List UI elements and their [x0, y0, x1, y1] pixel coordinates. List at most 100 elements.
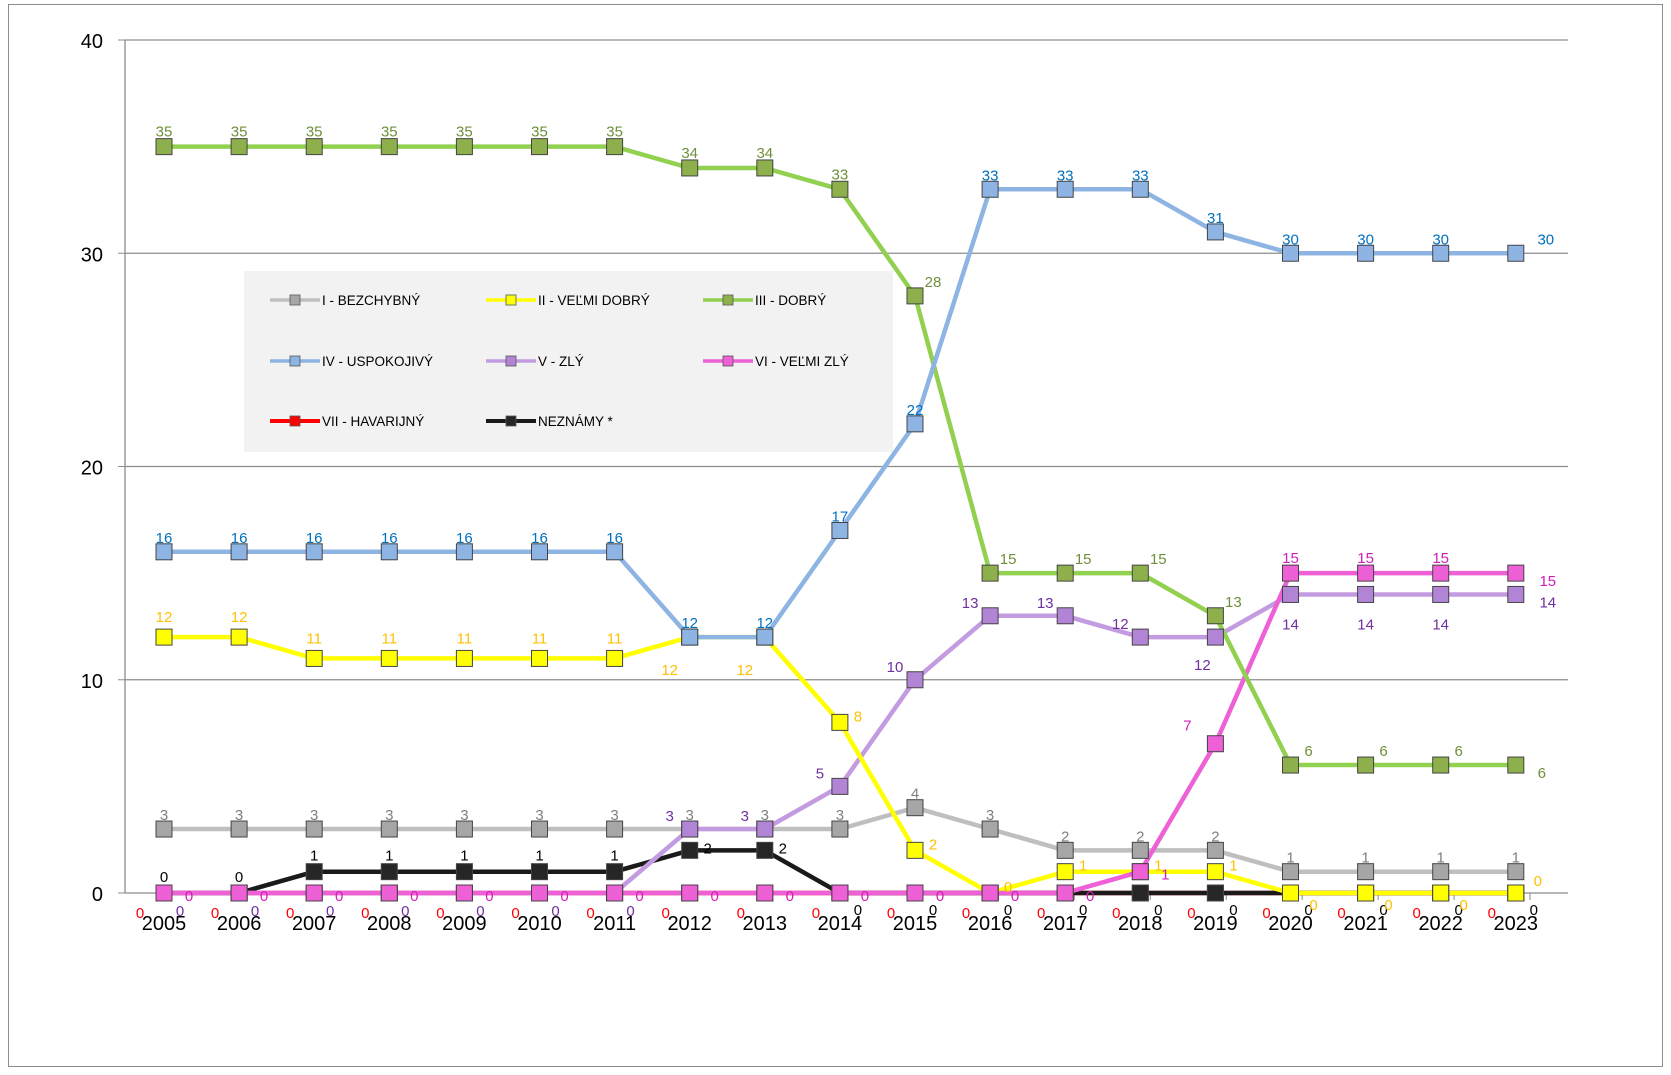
data-point — [155, 884, 173, 902]
data-label: 2 — [779, 840, 787, 857]
data-point — [1282, 244, 1299, 262]
data-label: 12 — [756, 615, 773, 632]
data-point — [380, 820, 398, 838]
data-point — [1357, 585, 1375, 603]
data-label: 12 — [736, 662, 753, 679]
data-label: 0 — [401, 903, 409, 920]
data-label: 31 — [1207, 210, 1224, 227]
data-label: 22 — [907, 402, 924, 419]
data-point — [1507, 863, 1525, 881]
data-point — [606, 820, 624, 838]
x-tick-label: 2020 — [1268, 913, 1313, 935]
data-point — [230, 884, 248, 902]
data-point — [155, 628, 173, 646]
data-label: 30 — [1357, 231, 1374, 248]
data-labels: 0 0 0 0 0 0 0 0 0 0 0 0 0 0 0 0 0 0 00 01 1 1 1 1 2 20 0 0 0 0 0 0 0 0 03 3… — [136, 124, 1556, 922]
x-tick-label: 2017 — [1043, 913, 1088, 935]
data-label: 2 — [929, 836, 937, 853]
data-point — [606, 649, 624, 667]
data-label: 35 — [306, 124, 323, 141]
data-label: 0 — [176, 903, 184, 920]
data-point — [681, 820, 699, 838]
data-point — [831, 820, 849, 838]
legend: I - BEZCHYBNÝ II - VEĽMI DOBRÝ III - DOBRÝ… — [244, 271, 893, 452]
data-label: 14 — [1357, 616, 1374, 633]
series-lines — [155, 138, 1525, 902]
data-label: 3 — [761, 807, 769, 824]
data-label: 14 — [1539, 594, 1556, 611]
data-point — [756, 628, 774, 646]
data-point — [230, 820, 248, 838]
data-label: 0 — [1262, 905, 1270, 922]
data-label: 15 — [1000, 551, 1017, 568]
data-label: 11 — [532, 630, 548, 647]
data-label: 0 — [1530, 902, 1538, 919]
data-label: 35 — [231, 124, 248, 141]
data-label: 5 — [816, 765, 824, 782]
data-label: 2 — [1136, 828, 1144, 845]
data-point — [1507, 244, 1525, 262]
data-label: 1 — [1286, 850, 1294, 867]
data-label: 3 — [160, 807, 168, 824]
data-label: 0 — [1086, 888, 1094, 905]
data-label: 0 — [511, 905, 519, 922]
data-label: 0 — [1379, 902, 1387, 919]
data-point — [756, 159, 774, 177]
legend-label: II - VEĽMI DOBRÝ — [538, 293, 650, 308]
data-label: 0 — [586, 905, 594, 922]
data-point — [981, 607, 999, 625]
data-label: 12 — [1194, 657, 1211, 674]
data-label: 30 — [1282, 231, 1299, 248]
data-label: 0 — [560, 888, 568, 905]
data-label: 13 — [1225, 594, 1242, 611]
data-point — [1507, 564, 1525, 582]
data-label: 0 — [737, 905, 745, 922]
data-label: 1 — [385, 848, 393, 865]
data-label: 3 — [460, 807, 468, 824]
x-tick-label: 2013 — [743, 913, 788, 935]
data-label: 3 — [610, 807, 618, 824]
data-label: 30 — [1432, 231, 1449, 248]
data-label: 0 — [436, 905, 444, 922]
x-tick-label: 2016 — [968, 913, 1013, 935]
legend-label: III - DOBRÝ — [755, 293, 826, 308]
data-point — [906, 799, 924, 817]
x-tick-label: 2010 — [517, 913, 562, 935]
data-label: 0 — [1187, 905, 1195, 922]
x-tick-label: 2018 — [1118, 913, 1163, 935]
data-point — [305, 543, 323, 561]
data-point — [906, 671, 924, 689]
x-tick-label: 2019 — [1193, 913, 1238, 935]
data-label: 35 — [156, 124, 173, 141]
x-tick-label: 2022 — [1418, 913, 1463, 935]
legend-marker-icon — [289, 294, 301, 306]
legend-box — [244, 271, 893, 452]
x-tick-label: 2012 — [667, 913, 712, 935]
data-label: 33 — [1132, 167, 1149, 184]
data-label: 34 — [681, 145, 698, 162]
data-point — [1056, 180, 1074, 198]
data-label: 3 — [385, 807, 393, 824]
legend-marker-icon — [505, 355, 517, 367]
data-label: 34 — [756, 145, 773, 162]
data-point — [1507, 756, 1525, 774]
data-label: 0 — [485, 888, 493, 905]
data-point — [230, 138, 248, 156]
data-label: 0 — [887, 905, 895, 922]
y-tick-label: 20 — [81, 458, 103, 480]
data-label: 0 — [786, 888, 794, 905]
data-point — [531, 138, 548, 156]
data-point — [305, 649, 323, 667]
data-label: 0 — [662, 905, 670, 922]
data-label: 16 — [531, 530, 548, 547]
data-point — [1357, 884, 1375, 902]
data-point — [1206, 735, 1224, 753]
data-point — [1056, 841, 1074, 859]
data-label: 0 — [929, 902, 937, 919]
data-point — [831, 777, 849, 795]
data-label: 0 — [1004, 902, 1012, 919]
data-label: 3 — [741, 808, 749, 825]
legend-label: VI - VEĽMI ZLÝ — [755, 354, 849, 369]
data-label: 15 — [1150, 551, 1167, 568]
data-label: 0 — [1309, 897, 1317, 914]
